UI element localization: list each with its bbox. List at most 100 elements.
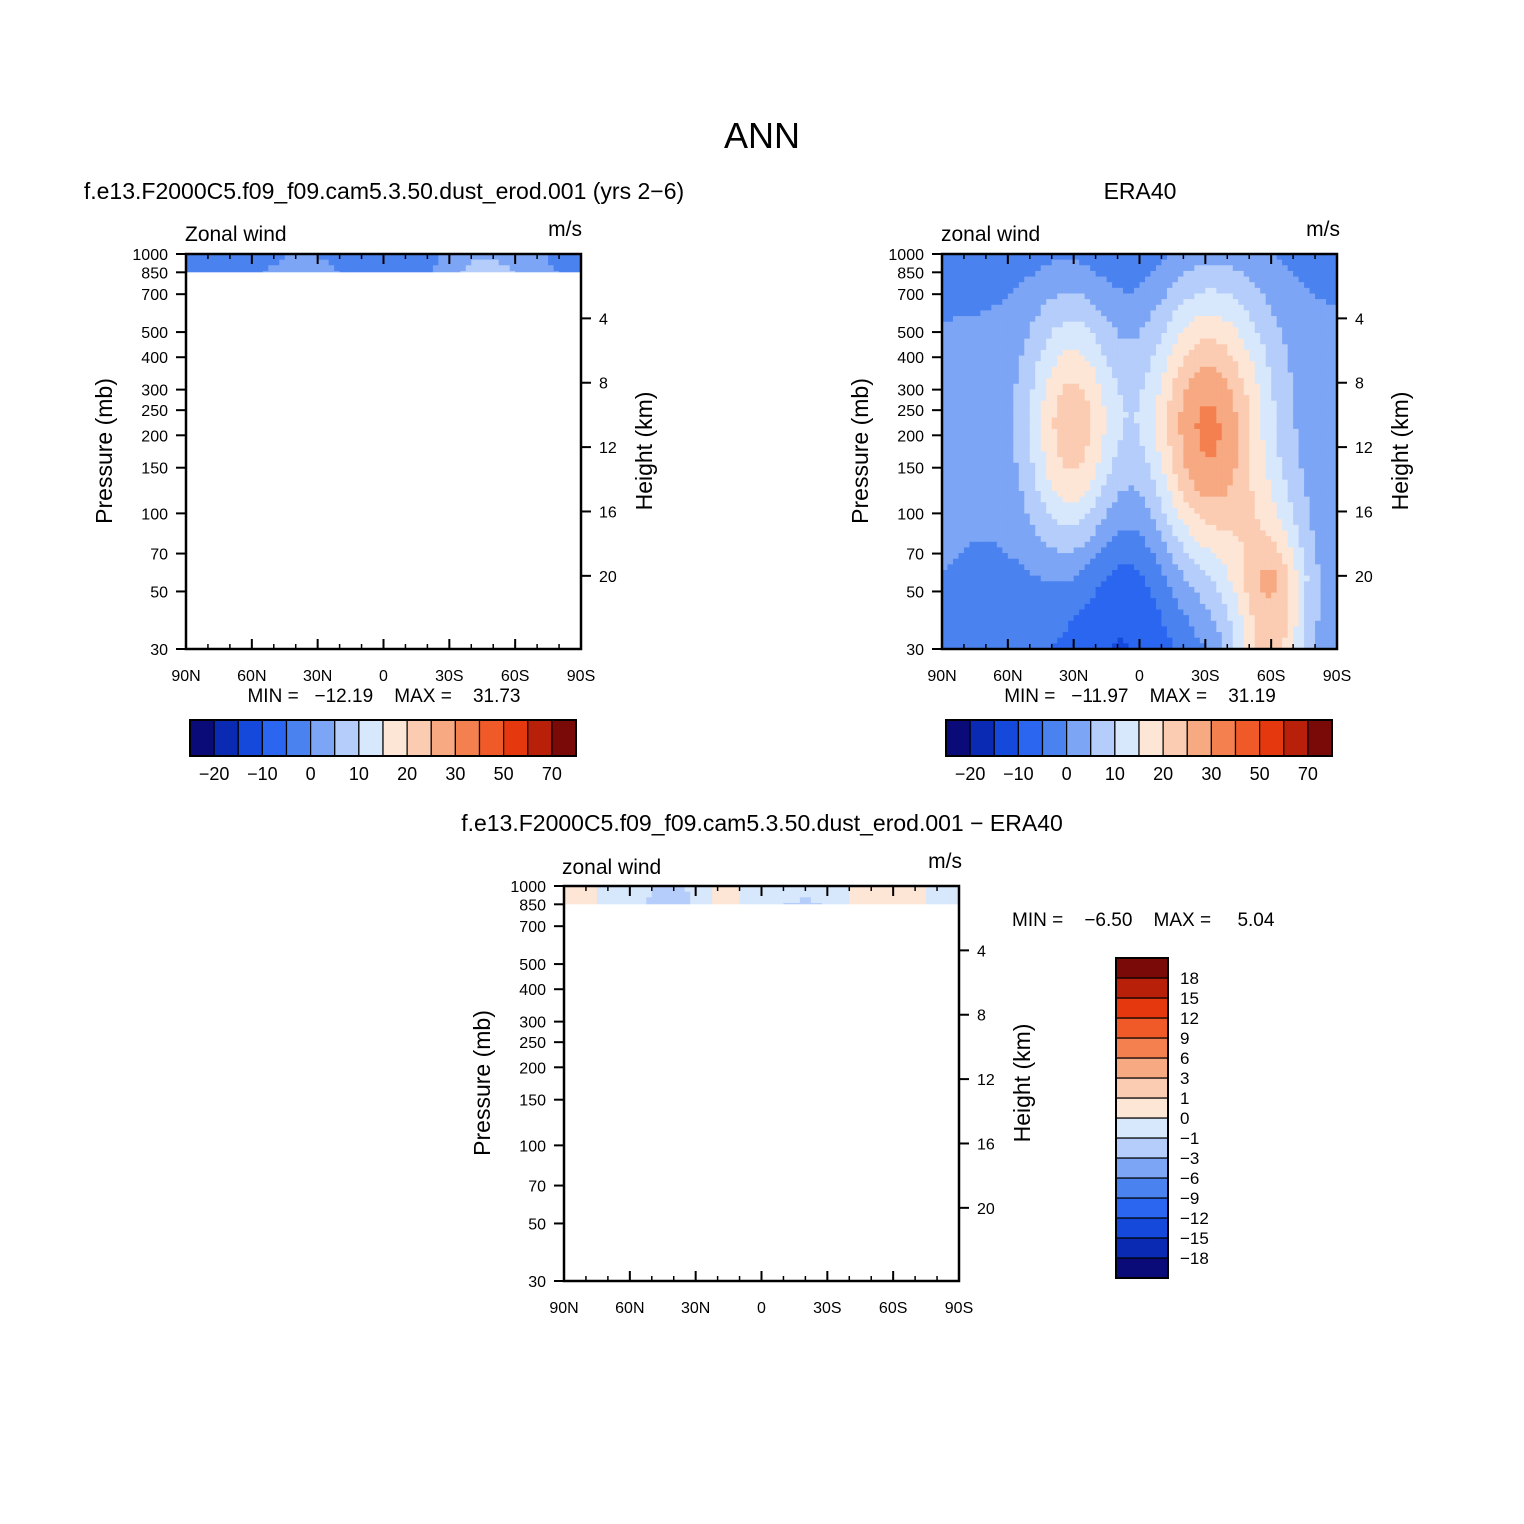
field-cell <box>268 259 275 266</box>
field-cell <box>515 254 522 261</box>
field-cell <box>570 265 577 272</box>
field-cell <box>526 265 533 272</box>
field-cell <box>224 265 231 272</box>
field-cell <box>207 259 215 266</box>
field-cell <box>345 254 352 261</box>
field-cell <box>394 265 401 272</box>
model-panel-title: f.e13.F2000C5.f09_f09.cam5.3.50.dust_ero… <box>84 178 684 204</box>
field-cell <box>515 259 522 266</box>
field-cell <box>454 259 461 266</box>
field-cell <box>416 265 423 272</box>
field-cell <box>361 254 368 261</box>
field-cell <box>207 254 215 261</box>
field-cell <box>471 254 478 261</box>
field-cell <box>553 265 560 272</box>
field-cell <box>295 259 302 266</box>
field-cell <box>202 254 209 261</box>
field-cell <box>416 254 423 261</box>
field-cell <box>438 259 445 266</box>
field-cell <box>405 259 412 266</box>
field-cell <box>537 259 544 266</box>
field-cell <box>323 259 330 266</box>
field-cell <box>465 254 472 261</box>
field-cell <box>284 259 291 266</box>
field-cell <box>268 265 275 272</box>
field-cell <box>449 254 456 261</box>
field-cell <box>493 265 500 272</box>
field-cell <box>548 254 555 261</box>
field-cell <box>388 265 396 272</box>
field-cell <box>482 254 489 261</box>
field-cell <box>279 259 286 266</box>
field-cell <box>476 259 483 266</box>
field-cell <box>284 254 291 261</box>
field-cell <box>218 265 226 272</box>
field-cell <box>564 254 571 261</box>
field-cell <box>559 254 566 261</box>
field-cell <box>487 254 494 261</box>
field-cell <box>405 254 412 261</box>
field-cell <box>378 259 385 266</box>
field-cell <box>273 265 280 272</box>
field-cell <box>279 265 286 272</box>
field-cell <box>229 265 236 272</box>
field-cell <box>465 259 472 266</box>
field-cell <box>229 259 236 266</box>
field-cell <box>394 259 401 266</box>
field-cell <box>427 265 434 272</box>
field-cell <box>526 254 533 261</box>
field-cell <box>504 254 511 261</box>
field-cell <box>328 259 335 266</box>
field-cell <box>356 259 363 266</box>
field-cell <box>301 265 308 272</box>
field-cell <box>306 254 313 261</box>
field-cell <box>224 259 231 266</box>
model-field <box>186 254 581 649</box>
field-cell <box>531 265 538 272</box>
field-cell <box>218 254 226 261</box>
field-cell <box>251 265 258 272</box>
model-units-label: m/s <box>548 218 582 241</box>
field-cell <box>443 265 450 272</box>
field-cell <box>301 254 308 261</box>
field-cell <box>471 265 478 272</box>
field-cell <box>196 259 204 266</box>
field-cell <box>548 265 555 272</box>
field-cell <box>421 259 428 266</box>
field-cell <box>273 259 280 266</box>
field-cell <box>383 254 390 261</box>
field-cell <box>257 265 264 272</box>
field-cell <box>186 259 193 266</box>
field-cell <box>301 259 308 266</box>
panel-model: f.e13.F2000C5.f09_f09.cam5.3.50.dust_ero… <box>84 178 684 784</box>
field-cell <box>443 259 450 266</box>
field-cell <box>213 259 220 266</box>
field-cell <box>312 259 319 266</box>
field-cell <box>323 265 330 272</box>
field-cell <box>575 254 581 261</box>
field-cell <box>482 265 489 272</box>
field-cell <box>367 259 374 266</box>
field-cell <box>460 254 467 261</box>
field-cell <box>383 265 390 272</box>
field-cell <box>191 265 198 272</box>
field-cell <box>454 254 461 261</box>
field-cell <box>399 259 407 266</box>
field-cell <box>465 265 472 272</box>
field-cell <box>306 265 313 272</box>
field-cell <box>432 259 439 266</box>
field-cell <box>548 259 555 266</box>
field-cell <box>383 259 390 266</box>
field-cell <box>290 265 297 272</box>
field-cell <box>334 259 341 266</box>
field-cell <box>328 254 335 261</box>
field-cell <box>186 254 193 261</box>
field-cell <box>526 259 533 266</box>
field-cell <box>240 265 247 272</box>
field-cell <box>575 265 581 272</box>
field-cell <box>410 254 418 261</box>
field-cell <box>432 265 439 272</box>
field-cell <box>487 265 494 272</box>
field-cell <box>520 265 527 272</box>
